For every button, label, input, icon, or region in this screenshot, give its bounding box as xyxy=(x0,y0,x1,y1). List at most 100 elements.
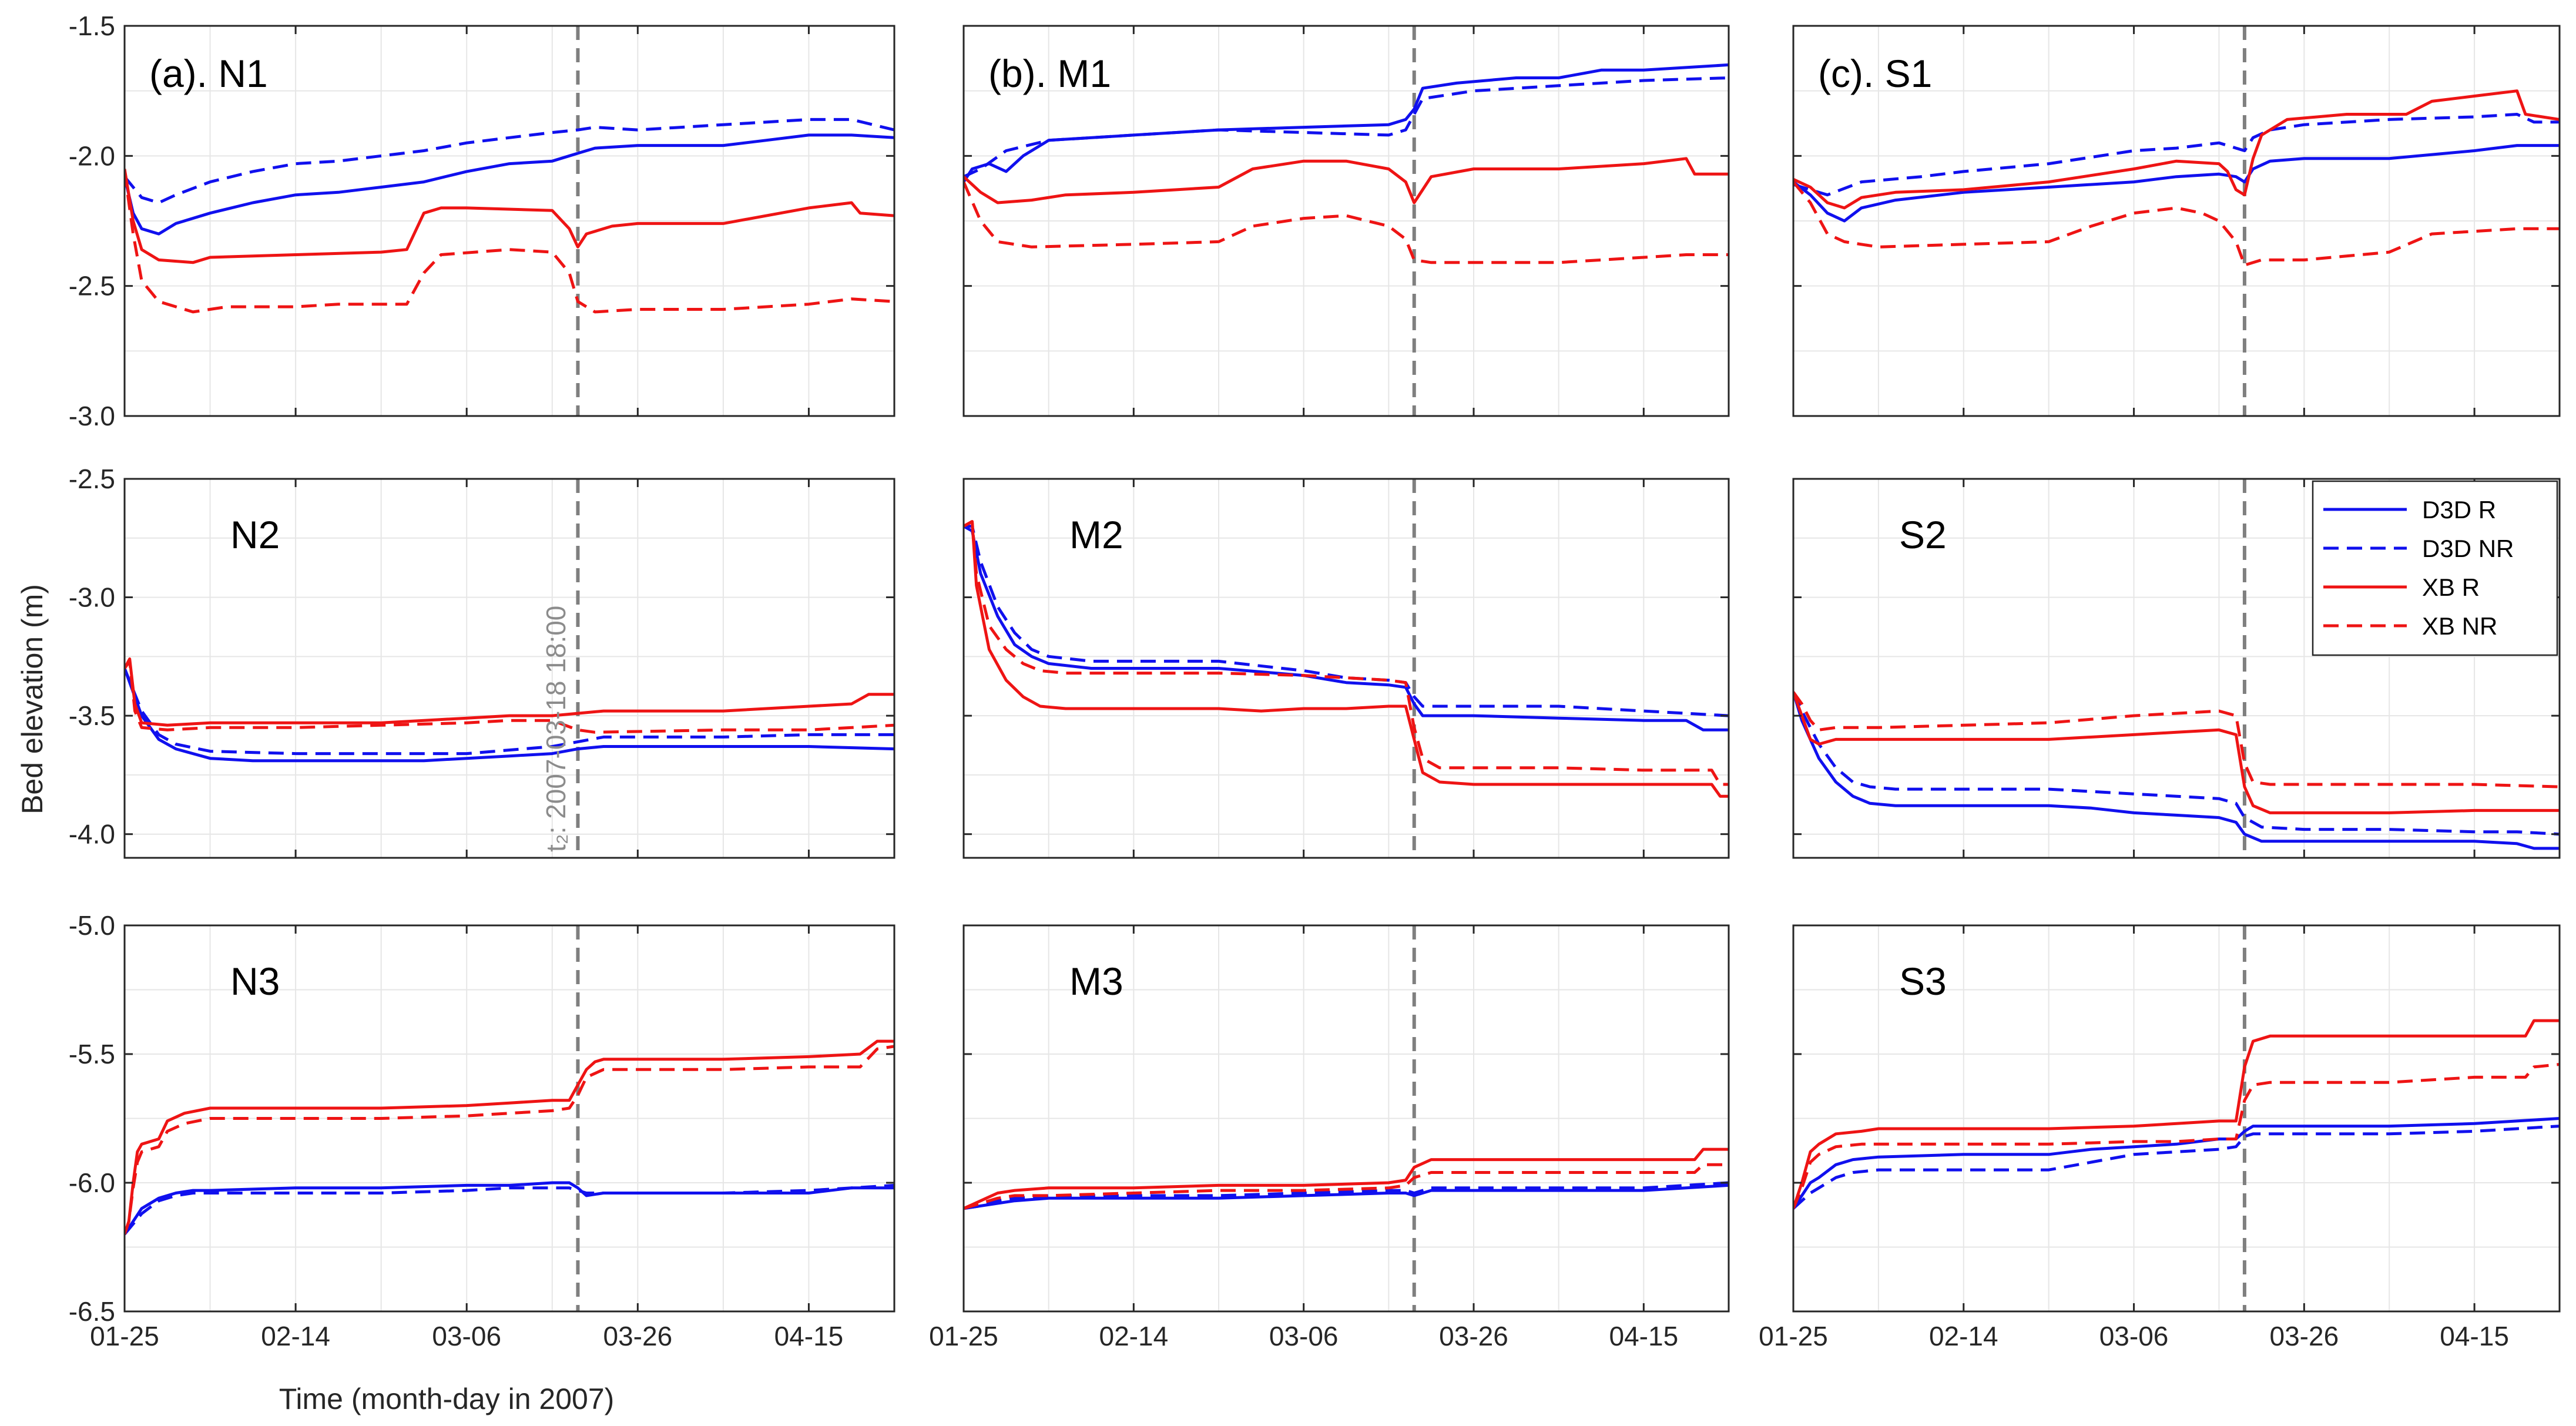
series-xb-r xyxy=(964,1147,1729,1210)
plot-area xyxy=(1793,925,2560,1311)
y-tick-label: -4.0 xyxy=(69,819,115,850)
series-xb-r xyxy=(125,657,894,727)
series-d3d-r xyxy=(1793,144,2560,223)
y-tick-label: -1.5 xyxy=(69,11,115,41)
x-axis-title: Time (month-day in 2007) xyxy=(279,1383,615,1415)
panel-label: S3 xyxy=(1899,959,1947,1003)
series-xb-nr xyxy=(1793,1063,2560,1209)
panel-label: (b). M1 xyxy=(988,52,1111,95)
x-tick-label: 03-26 xyxy=(2270,1321,2339,1351)
panel-frame xyxy=(962,25,1730,417)
plot-area xyxy=(964,479,1729,858)
plot-area xyxy=(964,26,1729,416)
series-d3d-nr xyxy=(964,525,1729,717)
x-tick-label: 01-25 xyxy=(90,1321,159,1351)
y-axis-title: Bed elevation (m) xyxy=(16,584,49,814)
x-tick-label: 03-06 xyxy=(1269,1321,1339,1351)
panel-frame xyxy=(123,478,895,859)
panel-n2: -4.0 -3.5 -3.0 -2.5 N2 t₂: 2007-03-18 18:00 xyxy=(69,464,895,859)
panel-m2: M2 xyxy=(962,478,1730,859)
series-d3d-nr xyxy=(964,76,1729,178)
series-xb-r xyxy=(125,1039,894,1235)
panel-frame xyxy=(1792,924,2561,1313)
plot-area xyxy=(1793,479,2560,858)
series-d3d-nr xyxy=(1793,1125,2560,1210)
y-tick-label: -2.0 xyxy=(69,140,115,171)
plot-area xyxy=(125,479,894,858)
series-xb-nr xyxy=(1793,181,2560,267)
panel-m1: (b). M1 xyxy=(962,25,1730,417)
series-xb-nr xyxy=(964,1163,1729,1210)
panel-n1: -3.0 -2.5 -2.0 -1.5 (a). N1 xyxy=(69,11,895,431)
y-tick-label: -2.5 xyxy=(69,271,115,301)
series-xb-r xyxy=(964,157,1729,204)
legend: D3D R D3D NR XB R XB NR xyxy=(2312,480,2558,656)
panel-frame xyxy=(1792,478,2561,859)
panel-s3: 01-25 02-14 03-06 03-26 04-15 S3 xyxy=(1759,924,2561,1351)
series-xb-r xyxy=(964,520,1729,798)
series-xb-nr xyxy=(125,659,894,734)
series-d3d-nr xyxy=(125,667,894,756)
series-d3d-r xyxy=(964,1183,1729,1210)
y-tick-label: -3.0 xyxy=(69,401,115,431)
series-d3d-r xyxy=(1793,692,2560,850)
event-annotation: t₂: 2007-03-18 18:00 xyxy=(541,606,571,852)
plot-area xyxy=(125,26,894,416)
series-xb-nr xyxy=(125,171,894,314)
y-tick-label: -5.0 xyxy=(69,910,115,941)
panel-frame xyxy=(962,478,1730,859)
legend-label-d3d-r: D3D R xyxy=(2422,496,2496,524)
x-tick-label: 03-06 xyxy=(2099,1321,2169,1351)
series-xb-r xyxy=(1793,1019,2560,1209)
legend-label-xb-nr: XB NR xyxy=(2422,612,2497,640)
series-d3d-nr xyxy=(125,118,894,204)
legend-label-d3d-nr: D3D NR xyxy=(2422,535,2514,562)
x-tick-label: 01-25 xyxy=(929,1321,998,1351)
panel-label: N2 xyxy=(230,513,280,556)
legend-label-xb-r: XB R xyxy=(2422,573,2480,601)
x-tick-label: 04-15 xyxy=(774,1321,844,1351)
y-tick-label: -3.0 xyxy=(69,582,115,613)
y-tick-label: -5.5 xyxy=(69,1039,115,1069)
panel-background xyxy=(125,479,894,858)
panel-label: (c). S1 xyxy=(1818,52,1932,95)
series-d3d-r xyxy=(125,667,894,763)
x-tick-label: 03-26 xyxy=(1439,1321,1508,1351)
plot-area xyxy=(125,925,894,1311)
series-xb-r xyxy=(125,169,894,264)
series-d3d-nr xyxy=(125,1183,894,1236)
x-tick-label: 04-15 xyxy=(2440,1321,2509,1351)
panel-label: M3 xyxy=(1069,959,1123,1003)
plot-area xyxy=(964,925,1729,1311)
panel-label: (a). N1 xyxy=(149,52,268,95)
x-tick-label: 04-15 xyxy=(1609,1321,1679,1351)
series-d3d-nr xyxy=(1793,691,2560,836)
series-xb-r xyxy=(1793,89,2560,210)
series-xb-nr xyxy=(1793,691,2560,789)
y-tick-label: -6.0 xyxy=(69,1167,115,1198)
panel-n3: 01-25 02-14 03-06 03-26 04-15 -6.5 -6.0 -5.5 -5.… xyxy=(69,910,895,1351)
series-d3d-nr xyxy=(964,1181,1729,1210)
panel-label: M2 xyxy=(1069,513,1123,556)
panel-frame xyxy=(962,924,1730,1313)
plot-area xyxy=(1793,26,2560,416)
series-d3d-r xyxy=(964,63,1729,183)
x-tick-label: 01-25 xyxy=(1759,1321,1828,1351)
x-tick-label: 02-14 xyxy=(1099,1321,1169,1351)
series-d3d-r xyxy=(1793,1117,2560,1210)
panel-s1: (c). S1 xyxy=(1792,25,2561,417)
x-tick-label: 03-26 xyxy=(603,1321,673,1351)
series-d3d-r xyxy=(964,525,1729,732)
panel-label: N3 xyxy=(230,959,280,1003)
x-tick-label: 02-14 xyxy=(1929,1321,1998,1351)
x-tick-label: 03-06 xyxy=(432,1321,501,1351)
panels: -3.0 -2.5 -2.0 -1.5 (a). N1 (b). M1 (c). S1 -4.… xyxy=(69,11,2561,1351)
series-d3d-nr xyxy=(1793,113,2560,197)
series-xb-r xyxy=(1793,691,2560,814)
panel-frame xyxy=(123,25,895,417)
y-tick-label: -2.5 xyxy=(69,464,115,494)
panel-frame xyxy=(1792,25,2561,417)
x-tick-label: 02-14 xyxy=(261,1321,330,1351)
series-xb-nr xyxy=(964,181,1729,264)
